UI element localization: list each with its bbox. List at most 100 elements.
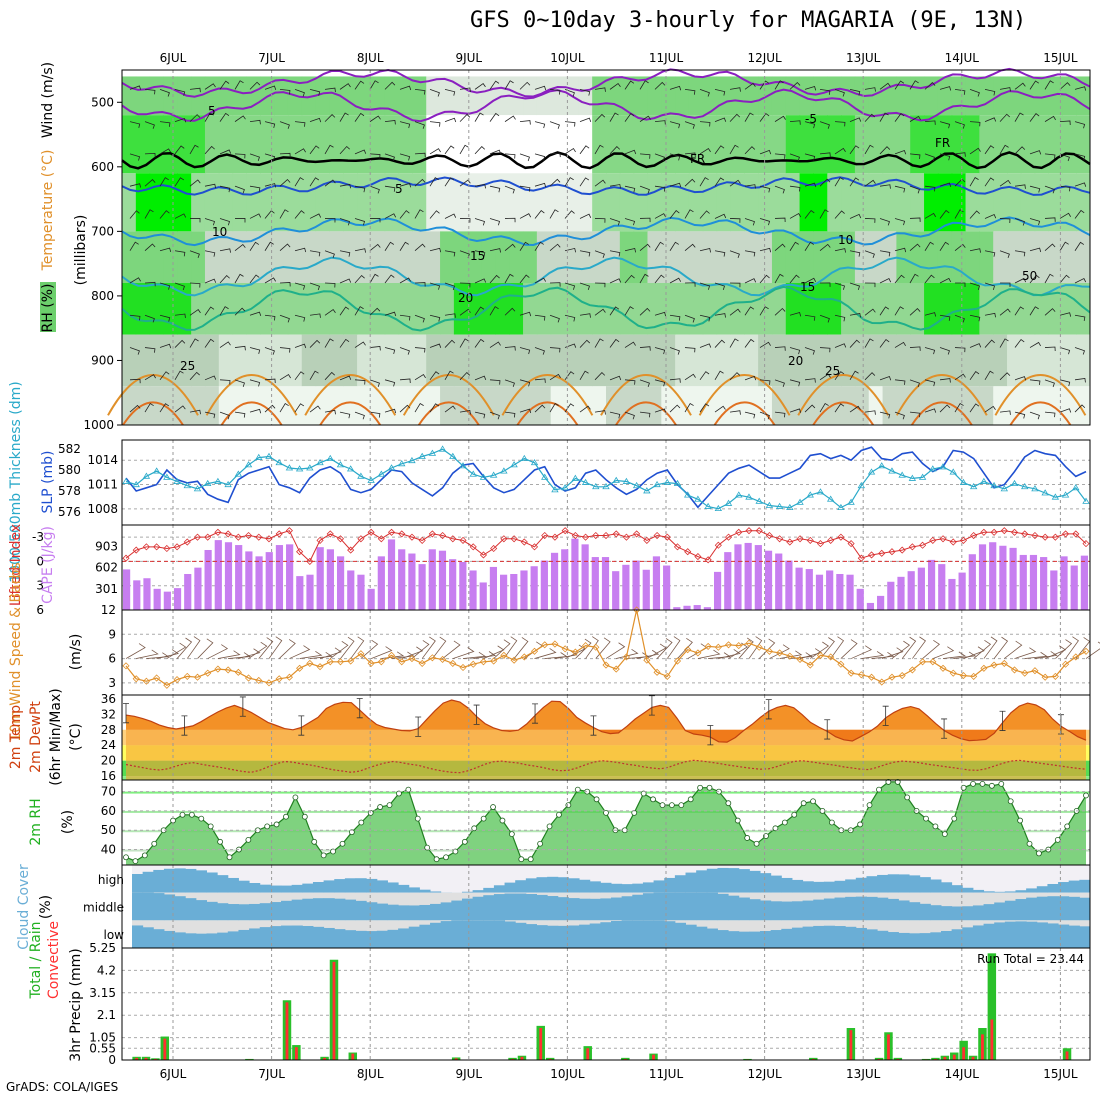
rh2m-point [556,811,562,818]
upper-air-rh-cell [688,386,704,425]
upper-air-rh-cell [758,231,773,283]
upper-air-rh-cell [744,76,759,116]
upper-air-rh-cell [592,283,607,335]
wind10m-speed-point [173,676,181,684]
upper-air-rh-cell [523,173,538,232]
upper-air-wind-barbs [129,80,1087,420]
upper-air-wind-barb [789,241,799,251]
thickness-slp-thickness-point [275,458,283,466]
upper-air-wind-barb [324,179,336,187]
date-label-top: 14JUL [945,51,980,65]
cloud-cell [717,893,729,921]
thickness-slp-thickness-point [418,452,426,459]
rh2m-point [330,848,336,855]
cape-li-cape-bar [143,578,151,610]
cloud-cell [802,881,814,893]
upper-air-ytick-label: 500 [91,95,114,109]
upper-air-contour-30 [1009,401,1072,426]
upper-air-wind-barb [204,145,215,155]
cape-li-cape-bar [1009,547,1017,610]
temp2m-minmax-bar [590,715,597,736]
upper-air-wind-barb [819,402,829,413]
upper-air-contour-label: 20 [458,291,473,305]
cape-li-cape-bar [377,556,385,610]
thickness-slp-thickness-point [683,491,692,498]
upper-air-wind-barb [279,209,289,219]
upper-air-wind-barb [489,185,501,193]
upper-air-rh-cell [633,334,648,387]
cloud-cell [323,880,335,893]
upper-air-rh-cell [481,231,496,283]
temp2m-temp-area-hot [126,700,1086,743]
cape-li-li-point [357,535,365,543]
cloud-cell [515,922,527,948]
upper-air-wind-barb [249,119,261,125]
cloud-cell [887,874,899,893]
upper-air-wind-barb [969,314,981,322]
upper-air-wind-barb [1074,86,1087,91]
upper-air-wind-barb [729,308,741,316]
upper-air-rh-cell [149,283,164,335]
upper-air-rh-cell [135,231,151,283]
cloud-cell [174,932,186,948]
cape-li-cape-bar [163,591,171,610]
upper-air-rh-cell [993,115,1008,174]
upper-air-wind-barb [279,314,290,323]
rh2m-area [126,781,1086,865]
cloud-cell [621,884,633,893]
wind10m-speed-point [837,660,845,668]
temp2m-minmax-bar [941,718,948,739]
cape-li-li-point [142,543,150,551]
upper-air-wind-barb [159,148,171,155]
upper-air-contour-30 [417,401,480,426]
upper-air-rh-cell [1020,173,1036,232]
upper-air-rh-cell [523,231,538,283]
cloud-cell [962,887,974,893]
upper-air-rh-cell [509,334,524,387]
upper-air-wind-barb [1059,379,1071,387]
upper-air-wind-barb [834,314,846,322]
rh2m-point [960,784,967,791]
cloud-cell [270,902,282,921]
upper-air-rh-cell [619,283,635,335]
temp2m-minmax-bar [707,725,714,746]
upper-air-rh-cell [301,115,317,174]
wind10m-barb [861,651,885,659]
upper-air-wind-barb [414,347,426,353]
thickness-slp-thickness-point [867,468,876,475]
upper-air-wind-barb [429,371,440,381]
upper-air-rh-cell [647,283,662,335]
upper-air-wind-barb [879,82,891,90]
upper-air-rh-cell [467,334,483,387]
cloud-cell [195,900,208,921]
cape-li-li-point [970,531,978,540]
date-label-top: 11JUL [649,51,684,65]
upper-air-wind-barb [849,177,860,187]
upper-air-rh-cell [1020,115,1036,174]
temp2m-minmax-bar [298,715,305,736]
cape-li-cape-bar [622,564,630,610]
rh2m-point [810,798,816,805]
cape-li-cape-bar [173,588,182,610]
upper-air-wind-barb [834,121,846,127]
wind10m-barb [360,639,379,659]
upper-air-rh-cell [274,231,289,283]
upper-air-wind-barb [684,402,694,413]
upper-air-rh-cell [398,76,413,116]
upper-air-wind-barb [714,370,724,381]
upper-air-rh-cell [163,334,178,387]
cloud-cell [579,924,591,948]
cloud-cell [312,926,325,948]
upper-air-wind-barb [549,402,559,413]
upper-air-wind-barb [339,145,350,155]
upper-air-rh-cell [868,115,884,174]
temp2m-ytick-label: 24 [101,738,116,752]
upper-air-wind-barb [474,83,486,90]
upper-air-rh-cell [882,386,897,425]
upper-air-wind-barb [309,117,322,123]
upper-air-wind-barb [894,247,907,253]
precip-convective-bar [351,1053,355,1060]
upper-air-rh-cell [523,334,538,387]
upper-air-wind-barb [144,374,156,381]
cape-li-cape-bar [877,595,885,610]
